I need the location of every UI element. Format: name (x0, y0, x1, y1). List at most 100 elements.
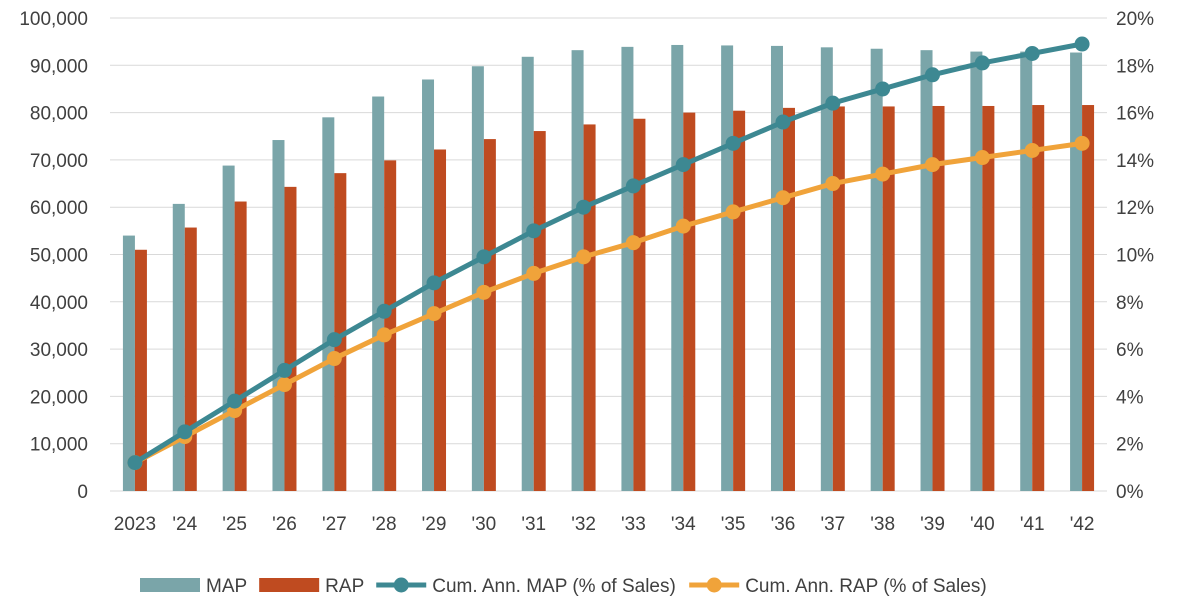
right-tick-label: 14% (1116, 151, 1154, 172)
point-cum-map (825, 96, 840, 111)
point-cum-map (476, 249, 491, 264)
legend-swatch-rap (259, 578, 319, 592)
point-cum-map (427, 275, 442, 290)
right-tick-label: 0% (1116, 482, 1144, 503)
bar-rap (484, 139, 496, 491)
legend-label-map: MAP (206, 576, 247, 597)
point-cum-map (775, 115, 790, 130)
legend-label-cum-map: Cum. Ann. MAP (% of Sales) (432, 576, 676, 597)
x-tick-label: '30 (471, 514, 496, 535)
point-cum-map (875, 81, 890, 96)
bar-rap (783, 108, 795, 491)
bar-rap (534, 131, 546, 491)
left-tick-label: 40,000 (30, 293, 88, 314)
bar-map (1020, 52, 1032, 491)
x-tick-label: '34 (671, 514, 696, 535)
bar-map (821, 47, 833, 491)
point-cum-rap (427, 306, 442, 321)
left-tick-label: 60,000 (30, 198, 88, 219)
bar-rap (833, 106, 845, 491)
point-cum-map (576, 200, 591, 215)
point-cum-rap (277, 377, 292, 392)
bar-map (372, 97, 384, 491)
point-cum-rap (377, 327, 392, 342)
left-tick-label: 10,000 (30, 435, 88, 456)
right-tick-label: 4% (1116, 387, 1144, 408)
left-tick-label: 70,000 (30, 151, 88, 172)
x-tick-label: '33 (621, 514, 646, 535)
point-cum-map (1025, 46, 1040, 61)
right-tick-label: 8% (1116, 293, 1144, 314)
right-tick-label: 16% (1116, 104, 1154, 125)
bar-rap (733, 111, 745, 491)
bar-map (970, 52, 982, 491)
bar-map (771, 46, 783, 491)
legend: MAP RAP Cum. Ann. MAP (% of Sales) Cum. Ann… (140, 576, 987, 597)
point-cum-rap (1025, 143, 1040, 158)
line-series (127, 37, 1089, 471)
point-cum-rap (775, 190, 790, 205)
x-tick-label: 2023 (114, 514, 156, 535)
x-tick-label: '39 (920, 514, 945, 535)
legend-label-cum-rap: Cum. Ann. RAP (% of Sales) (745, 576, 986, 597)
bar-map (223, 166, 235, 491)
point-cum-rap (626, 235, 641, 250)
x-tick-label: '35 (721, 514, 746, 535)
bar-rap (185, 228, 197, 491)
legend-label-rap: RAP (325, 576, 364, 597)
bar-map (572, 50, 584, 491)
bar-rap (883, 106, 895, 491)
bar-map (921, 50, 933, 491)
x-tick-label: '37 (820, 514, 845, 535)
point-cum-map (1075, 37, 1090, 52)
bar-map (123, 236, 135, 491)
bar-rap (633, 119, 645, 491)
x-tick-label: '26 (272, 514, 297, 535)
left-tick-label: 0 (77, 482, 88, 503)
x-tick-label: '32 (571, 514, 596, 535)
bar-map (322, 117, 334, 491)
bar-map (173, 204, 185, 491)
x-tick-label: '29 (422, 514, 447, 535)
x-tick-label: '41 (1020, 514, 1045, 535)
bar-rap (384, 160, 396, 491)
point-cum-rap (576, 249, 591, 264)
bar-rap (235, 202, 247, 491)
right-tick-label: 12% (1116, 198, 1154, 219)
x-tick-label: '38 (870, 514, 895, 535)
point-cum-rap (975, 150, 990, 165)
left-tick-label: 50,000 (30, 246, 88, 267)
point-cum-map (377, 304, 392, 319)
left-y-axis: 0 10,000 20,000 30,000 40,000 50,000 60,000 70,… (19, 9, 88, 503)
x-tick-label: '42 (1070, 514, 1095, 535)
right-tick-label: 6% (1116, 340, 1144, 361)
point-cum-map (726, 136, 741, 151)
point-cum-map (676, 157, 691, 172)
left-tick-label: 80,000 (30, 104, 88, 125)
x-tick-label: '25 (222, 514, 247, 535)
point-cum-rap (676, 219, 691, 234)
point-cum-rap (526, 266, 541, 281)
bar-map (472, 66, 484, 491)
left-tick-label: 30,000 (30, 340, 88, 361)
bar-series (123, 45, 1094, 491)
right-tick-label: 10% (1116, 246, 1154, 267)
bar-map (621, 47, 633, 491)
x-tick-label: '24 (172, 514, 197, 535)
x-tick-label: '36 (771, 514, 796, 535)
point-cum-rap (875, 167, 890, 182)
bar-map (272, 140, 284, 491)
bar-map (1070, 53, 1082, 491)
right-tick-label: 18% (1116, 56, 1154, 77)
point-cum-map (975, 55, 990, 70)
gridlines (110, 18, 1107, 491)
bar-map (871, 49, 883, 491)
point-cum-map (277, 363, 292, 378)
left-tick-label: 100,000 (19, 9, 88, 30)
point-cum-rap (327, 351, 342, 366)
legend-swatch-map (140, 578, 200, 592)
point-cum-rap (726, 204, 741, 219)
bar-rap (1082, 105, 1094, 491)
x-axis: 2023'24'25'26'27'28'29'30'31'32'33'34'35… (114, 514, 1095, 535)
